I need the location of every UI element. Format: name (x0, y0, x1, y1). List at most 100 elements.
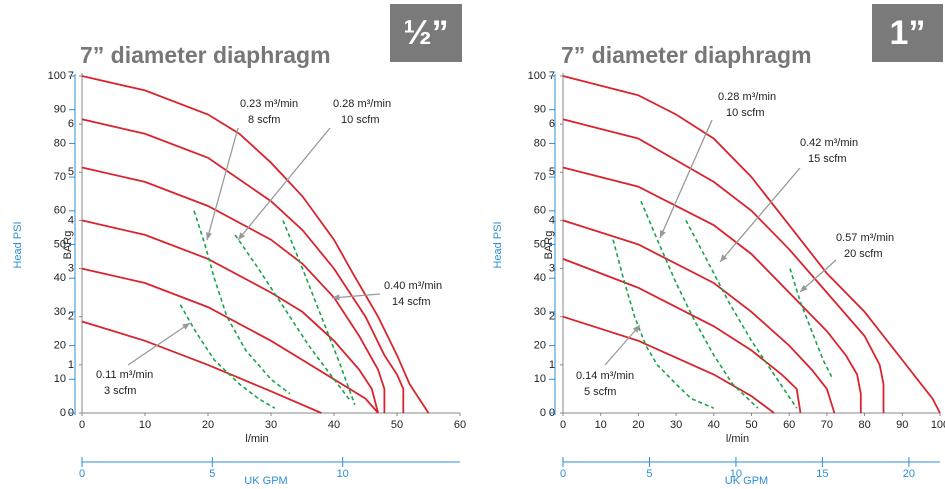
psi-tick-label: 80 (54, 137, 66, 149)
psi-tick-label: 90 (534, 104, 546, 116)
arrow-head (182, 323, 190, 330)
annotation: 0.42 m³/min (800, 137, 858, 149)
annotation: 10 scfm (341, 114, 380, 126)
y-tick-label: 4 (549, 214, 555, 226)
arrow-head (660, 230, 666, 238)
y-tick-label: 3 (549, 262, 555, 274)
gpm-tick-label: 20 (903, 468, 915, 480)
air-curve (685, 220, 798, 409)
y-tick-label: 5 (549, 166, 555, 178)
chart-title: 7” diameter diaphragm (561, 42, 812, 68)
annotation: 10 scfm (726, 107, 765, 119)
psi-tick-label: 20 (54, 340, 66, 352)
gpm-tick-label: 5 (646, 468, 652, 480)
x-tick-label: 20 (202, 419, 214, 431)
y-tick-label: 6 (549, 118, 555, 130)
psi-tick-label: 70 (534, 171, 546, 183)
psi-tick-label: 100 (528, 70, 546, 82)
x-tick-label: 0 (560, 419, 566, 431)
psi-tick-label: 30 (54, 306, 66, 318)
gpm-tick-label: 5 (209, 468, 215, 480)
annotation: 0.28 m³/min (333, 98, 391, 110)
pressure-curve (562, 166, 862, 413)
x-axis-label: l/min (726, 433, 749, 445)
annotation: 20 scfm (844, 248, 883, 260)
x-tick-label: 20 (632, 419, 644, 431)
psi-tick-label: 0 (60, 407, 66, 419)
annotation: 3 scfm (104, 385, 136, 397)
x-tick-label: 10 (139, 419, 151, 431)
annotation: 0.40 m³/min (384, 280, 442, 292)
x-tick-label: 40 (708, 419, 720, 431)
gpm-tick-label: 0 (79, 468, 85, 480)
psi-tick-label: 100 (48, 70, 66, 82)
x-tick-label: 100 (931, 419, 945, 431)
pressure-curve (81, 320, 322, 414)
annotation-arrow (206, 127, 239, 241)
arrow-head (720, 254, 728, 262)
pressure-curve (562, 118, 885, 413)
psi-tick-label: 90 (54, 104, 66, 116)
pressure-curve (81, 75, 430, 414)
y-tick-label: 4 (68, 214, 74, 226)
y-axis-label: BARg (543, 231, 555, 260)
y-tick-label: 5 (68, 166, 74, 178)
x-tick-label: 50 (745, 419, 757, 431)
gpm-axis-label: UK GPM (244, 475, 287, 487)
psi-tick-label: 40 (54, 272, 66, 284)
arrow-head (205, 232, 212, 240)
pressure-curve (562, 258, 802, 414)
y-axis-label: BARg (62, 231, 74, 260)
x-tick-label: 0 (79, 419, 85, 431)
badge-box (390, 4, 462, 62)
x-tick-label: 60 (454, 419, 466, 431)
x-tick-label: 30 (265, 419, 277, 431)
y-tick-label: 6 (68, 118, 74, 130)
x-tick-label: 50 (391, 419, 403, 431)
annotation-arrow (127, 322, 191, 366)
annotation: 5 scfm (584, 386, 616, 398)
psi-tick-label: 50 (534, 238, 546, 250)
annotation: 14 scfm (392, 296, 431, 308)
annotation: 0.57 m³/min (836, 232, 894, 244)
air-curve (789, 268, 834, 380)
gpm-tick-label: 15 (816, 468, 828, 480)
pressure-curve (81, 118, 405, 413)
psi-tick-label: 50 (54, 238, 66, 250)
annotation: 0.23 m³/min (240, 98, 298, 110)
psi-axis-label: Head PSI (12, 221, 24, 268)
badge: 1” (890, 14, 926, 52)
y-tick-label: 2 (68, 311, 74, 323)
psi-tick-label: 10 (534, 373, 546, 385)
gpm-tick-label: 10 (337, 468, 349, 480)
annotation-arrow (237, 127, 331, 241)
annotation: 0.28 m³/min (718, 91, 776, 103)
psi-axis-label: Head PSI (492, 221, 504, 268)
psi-tick-label: 0 (540, 407, 546, 419)
chart-title: 7” diameter diaphragm (80, 42, 331, 68)
x-axis-label: l/min (245, 433, 268, 445)
x-tick-label: 60 (783, 419, 795, 431)
air-curve (193, 210, 291, 395)
pressure-curve (81, 219, 379, 414)
annotation-arrow (719, 167, 801, 263)
psi-tick-label: 40 (534, 272, 546, 284)
air-curve (234, 234, 351, 401)
arrow-head (332, 294, 340, 301)
badge-box (872, 4, 943, 62)
y-tick-label: 2 (549, 311, 555, 323)
x-tick-label: 80 (858, 419, 870, 431)
air-curve (640, 200, 759, 409)
pressure-curve (562, 219, 836, 414)
psi-tick-label: 20 (534, 340, 546, 352)
psi-tick-label: 70 (54, 171, 66, 183)
annotation: 0.14 m³/min (576, 370, 634, 382)
air-curve (179, 304, 276, 409)
annotation-arrow (604, 324, 641, 366)
air-curve (282, 220, 356, 406)
annotation-arrow (659, 119, 713, 239)
annotation: 15 scfm (808, 153, 847, 165)
annotation: 0.11 m³/min (96, 369, 153, 381)
y-tick-label: 1 (68, 359, 74, 371)
pressure-curve (562, 315, 775, 414)
